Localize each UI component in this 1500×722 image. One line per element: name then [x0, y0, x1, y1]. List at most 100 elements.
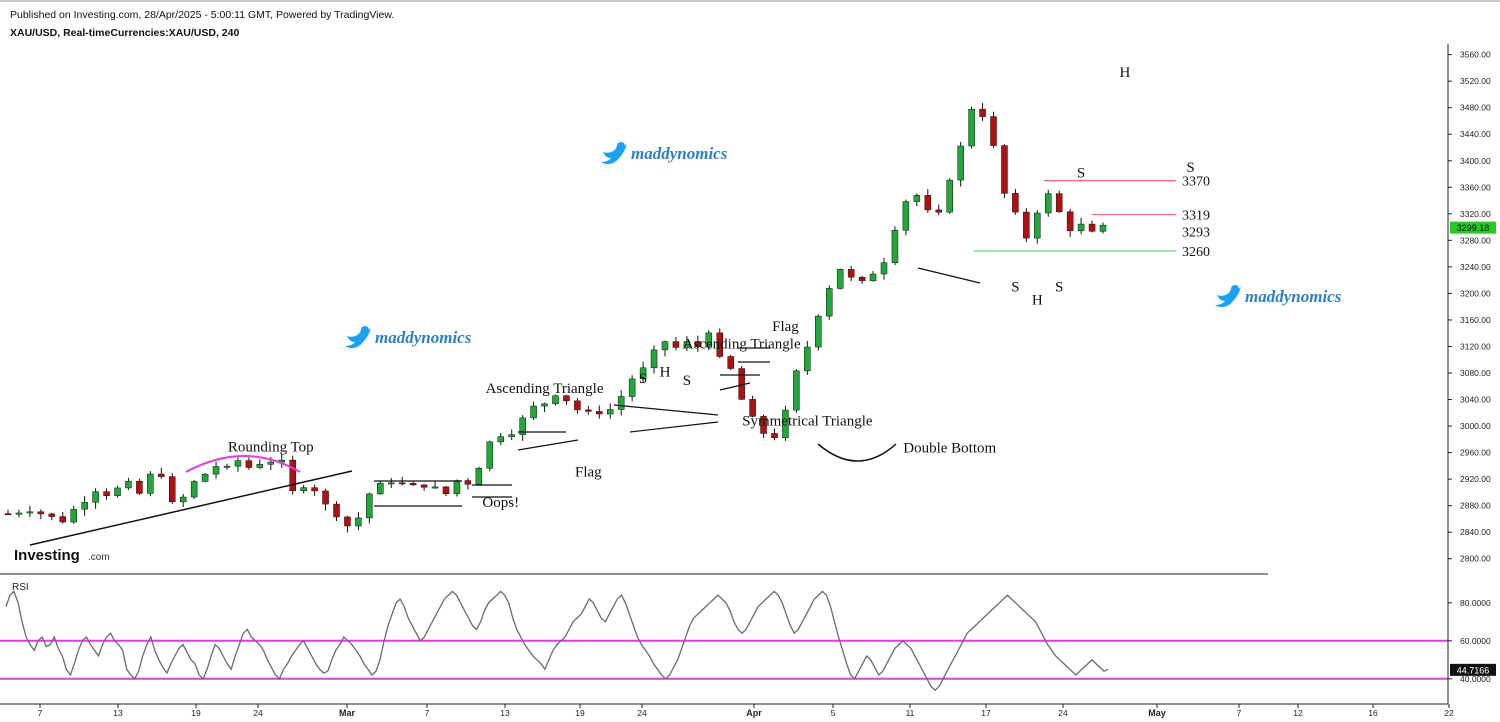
- candle-body: [355, 517, 362, 527]
- candle-body: [59, 516, 66, 523]
- candle-body: [749, 399, 756, 417]
- price-tick-label: 3320.00: [1460, 209, 1491, 219]
- x-tick-label: 12: [1293, 708, 1303, 718]
- price-level-label: 3370: [1182, 175, 1210, 190]
- x-tick-label: 16: [1368, 708, 1378, 718]
- candle-body: [475, 468, 483, 485]
- candle-body: [1012, 193, 1019, 213]
- candle-body: [453, 480, 461, 495]
- candle-body: [344, 516, 351, 527]
- candle-body: [1023, 211, 1030, 239]
- pattern-annotation: Flag: [772, 319, 799, 335]
- candle-body: [223, 465, 231, 468]
- pattern-annotation: Double Bottom: [903, 441, 996, 457]
- candle-body: [388, 482, 395, 485]
- candle-body: [672, 341, 680, 348]
- x-tick-label: Mar: [339, 708, 356, 718]
- candle-body: [552, 395, 559, 405]
- price-tick-label: 2840.00: [1460, 527, 1491, 537]
- price-tick-label: 3160.00: [1460, 315, 1491, 325]
- candle-body: [683, 341, 691, 348]
- rsi-last-value: 44.7166: [1457, 665, 1490, 675]
- published-line: Published on Investing.com, 28/Apr/2025 …: [10, 9, 395, 21]
- pattern-annotation: S: [683, 373, 691, 389]
- candle-body: [716, 332, 723, 357]
- candle-body: [147, 473, 154, 494]
- candle-body: [727, 356, 734, 369]
- last-price-badge: [1450, 221, 1496, 234]
- rsi-tick-label: 80.0000: [1460, 598, 1491, 608]
- candle-body: [705, 332, 713, 348]
- candle-body: [497, 436, 504, 443]
- x-tick-label: 13: [113, 708, 123, 718]
- candle-body: [957, 145, 964, 181]
- pattern-annotation: Flag: [575, 464, 602, 480]
- pattern-annotation: Oops!: [482, 495, 519, 511]
- candle-body: [234, 460, 242, 467]
- candle-body: [760, 416, 767, 434]
- x-tick-label: 7: [425, 708, 430, 718]
- pattern-annotation: H: [1032, 293, 1043, 309]
- price-tick-label: 3040.00: [1460, 395, 1491, 405]
- x-tick-label: 7: [38, 708, 43, 718]
- price-level-label: 3293: [1182, 226, 1210, 241]
- candle-body: [694, 341, 702, 348]
- candle-body: [169, 476, 176, 503]
- candle-body: [650, 349, 658, 369]
- candle-body: [409, 483, 417, 486]
- rsi-title: RSI: [12, 582, 29, 593]
- asc-triangle-rise: [517, 439, 579, 451]
- candle-body: [1099, 224, 1107, 232]
- pattern-annotation: S: [1077, 165, 1085, 181]
- candle-body: [464, 480, 472, 485]
- candle-body: [15, 512, 23, 515]
- candle-body: [617, 396, 625, 410]
- candle-body: [398, 482, 406, 485]
- pattern-annotation: S: [1186, 160, 1194, 176]
- candle-body: [847, 269, 855, 278]
- rsi-tick-label: 60.0000: [1460, 636, 1491, 646]
- sym-triangle-bottom: [629, 421, 719, 433]
- candle-body: [37, 511, 45, 515]
- pattern-annotation: S: [1011, 279, 1019, 295]
- price-tick-label: 3520.00: [1460, 76, 1491, 86]
- candle-body: [628, 378, 636, 397]
- candle-body: [289, 459, 296, 492]
- price-level-label: 3260: [1182, 245, 1210, 260]
- candle-body: [530, 405, 537, 419]
- double-bottom-arc: [817, 443, 897, 462]
- price-tick-label: 2800.00: [1460, 554, 1491, 564]
- price-tick-label: 3400.00: [1460, 156, 1491, 166]
- pattern-annotation: H: [1119, 65, 1130, 81]
- x-tick-label: Apr: [746, 708, 762, 718]
- price-tick-label: 3120.00: [1460, 341, 1491, 351]
- candle-body: [311, 487, 318, 492]
- x-tick-label: 24: [637, 708, 647, 718]
- candle-body: [771, 433, 778, 439]
- candle-body: [486, 441, 494, 469]
- candle-body: [563, 395, 570, 402]
- candle-body: [366, 493, 373, 519]
- candle-body: [541, 403, 548, 407]
- candle-body: [179, 496, 187, 503]
- candle-body: [607, 409, 614, 415]
- x-tick-label: 7: [1237, 708, 1242, 718]
- pattern-annotation: S: [1055, 279, 1063, 295]
- price-tick-label: 2920.00: [1460, 474, 1491, 484]
- candle-body: [114, 487, 121, 497]
- rising-trendline: [29, 470, 353, 546]
- x-tick-label: 24: [1058, 708, 1068, 718]
- price-tick-label: 3200.00: [1460, 288, 1491, 298]
- candle-body: [322, 490, 329, 505]
- x-tick-label: 13: [500, 708, 510, 718]
- candle-body: [880, 262, 888, 275]
- x-tick-label: May: [1148, 708, 1166, 718]
- price-tick-label: 3440.00: [1460, 129, 1491, 139]
- candle-body: [1088, 223, 1096, 232]
- candle-body: [836, 269, 844, 289]
- candle-body: [979, 108, 986, 117]
- asc-triangle2-rise: [719, 382, 751, 391]
- twitter-bird-head: [617, 142, 625, 150]
- price-tick-label: 3560.00: [1460, 50, 1491, 60]
